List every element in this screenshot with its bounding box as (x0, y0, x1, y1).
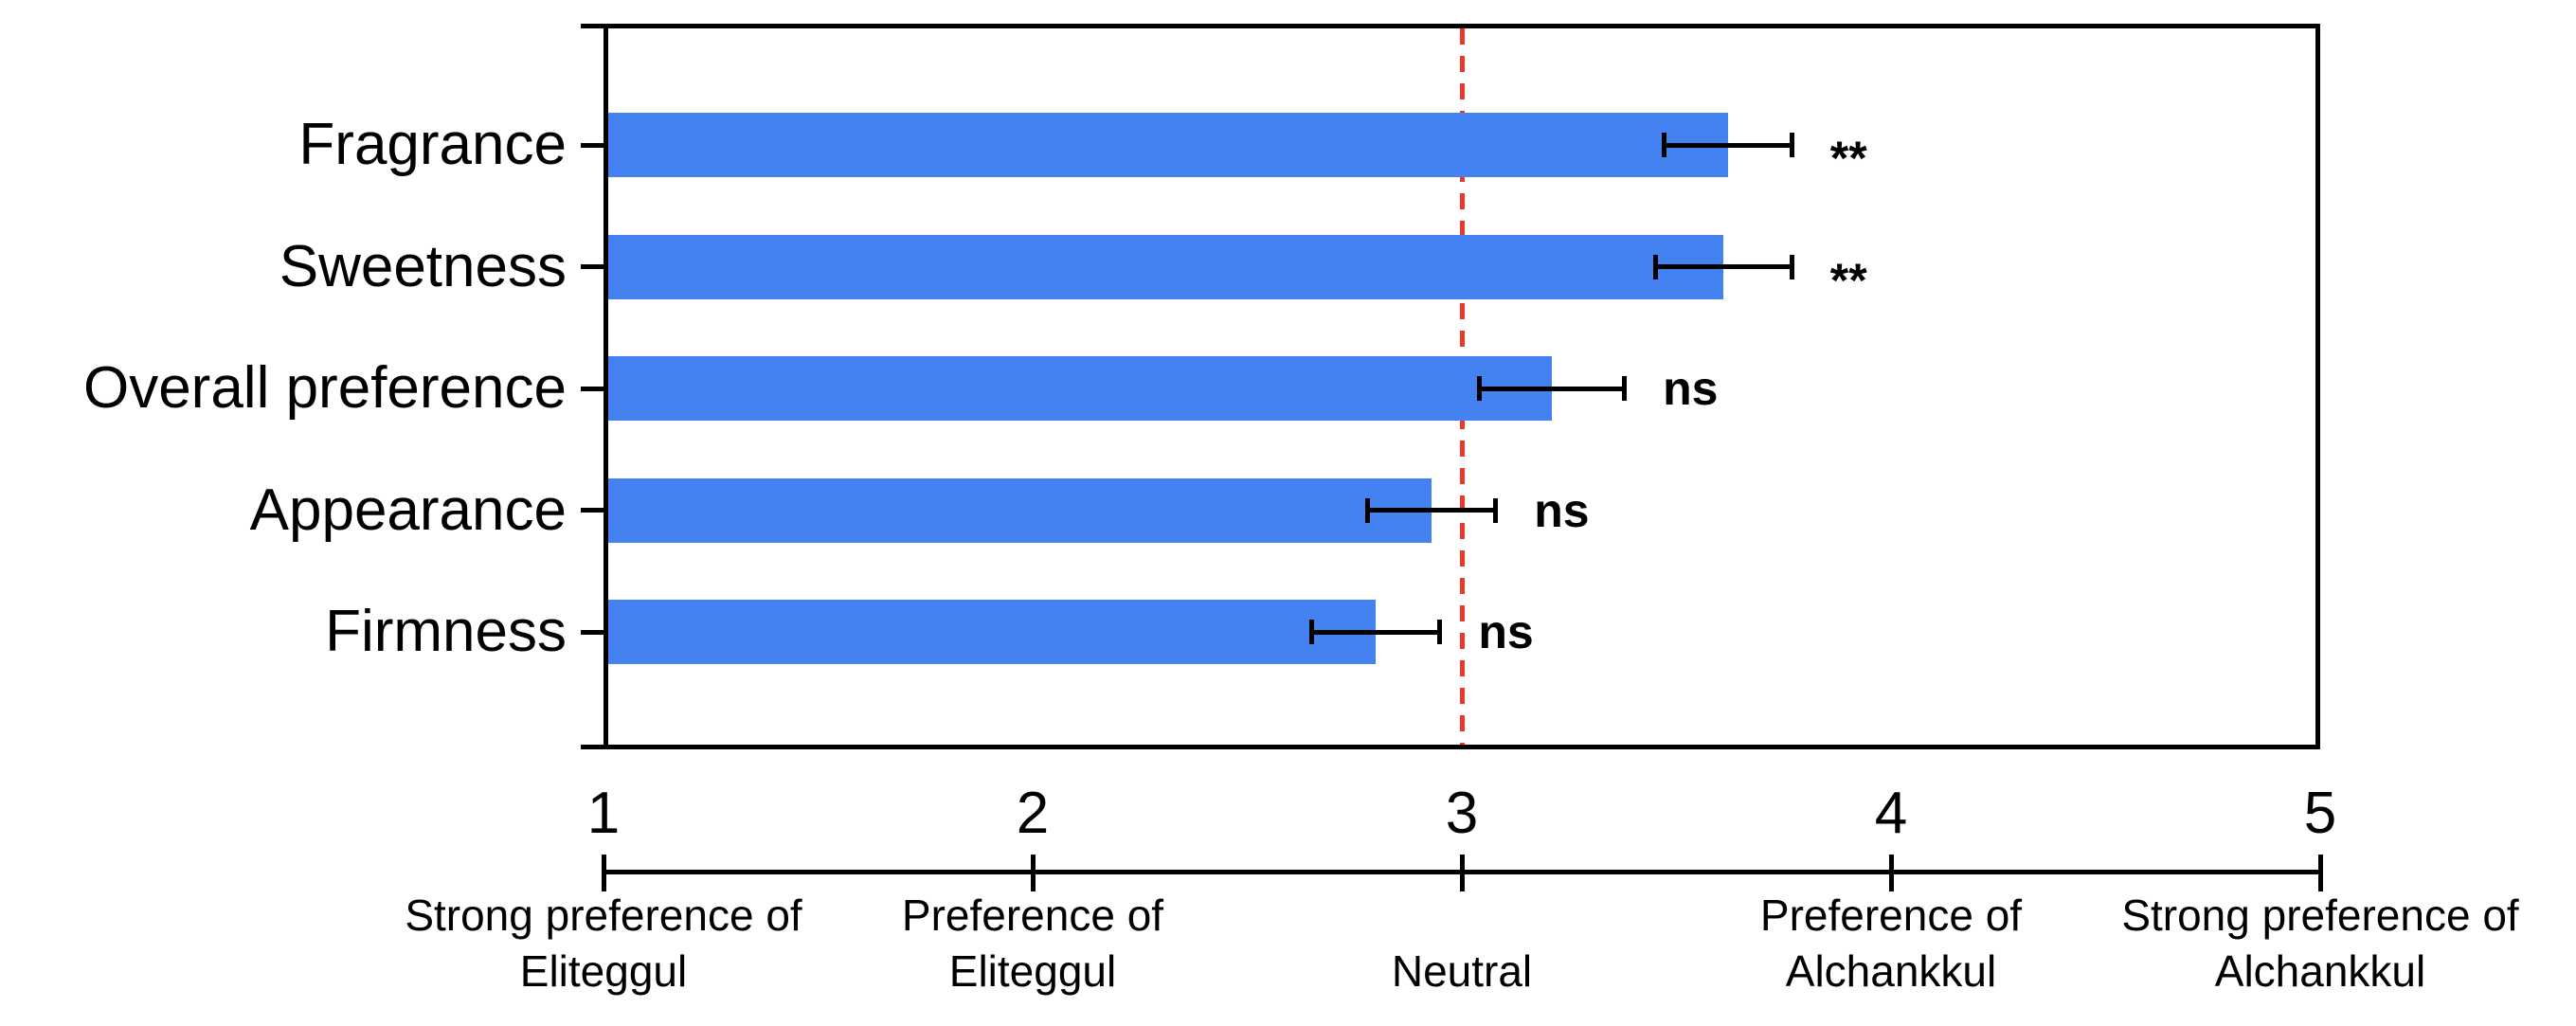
y-axis-tick (581, 142, 605, 148)
y-axis-tick (581, 508, 605, 513)
significance-label: ** (1829, 253, 1867, 307)
x-axis-description-line2: Eliteggul (519, 946, 688, 996)
bar (608, 600, 1377, 664)
error-bar-cap (1365, 497, 1371, 523)
bar (608, 356, 1553, 421)
x-axis-description-line2: Alchankkul (2214, 946, 2426, 996)
x-axis-description: Preference of Alchankkul (1569, 888, 2213, 999)
significance-label: ns (1478, 605, 1534, 658)
error-bar (1654, 264, 1792, 269)
x-axis-description-line2: Alchankkul (1785, 946, 1997, 996)
significance-label: ns (1534, 483, 1590, 537)
preference-scale-tick (1030, 855, 1036, 891)
error-bar-cap (1789, 254, 1794, 279)
x-axis-tick-label: 2 (1016, 781, 1050, 846)
x-axis-tick-label: 5 (2303, 781, 2337, 846)
bar (608, 113, 1728, 177)
significance-label: ns (1663, 362, 1719, 415)
y-axis-tick (581, 386, 605, 391)
category-label: Appearance (249, 477, 567, 543)
preference-scale-tick (1459, 855, 1465, 891)
x-axis-description-line1: Preference of (901, 891, 1164, 940)
y-axis-edge-tick (581, 24, 605, 28)
plot-area (603, 24, 2320, 749)
significance-label: ** (1829, 132, 1867, 185)
error-bar (1367, 508, 1497, 513)
preference-scale-tick (2317, 855, 2323, 891)
x-axis-description-line1: Preference of (1759, 891, 2023, 940)
category-label: Sweetness (279, 233, 567, 299)
x-axis-description: Preference of Eliteggul (711, 888, 1355, 999)
x-axis-tick-label: 4 (1874, 781, 1908, 846)
x-axis-tick-label: 1 (586, 781, 621, 846)
error-bar-cap (1652, 254, 1658, 279)
error-bar (1479, 386, 1626, 391)
error-bar-cap (1437, 620, 1443, 644)
preference-scale-tick (1888, 855, 1894, 891)
error-bar (1311, 629, 1441, 635)
error-bar-cap (1309, 620, 1315, 644)
x-axis-description-line1: Strong preference of (405, 891, 802, 940)
x-axis-tick-label: 3 (1445, 781, 1479, 846)
error-bar-cap (1493, 497, 1499, 523)
error-bar-cap (1622, 376, 1628, 401)
x-axis-description: Strong preference of Eliteggul (281, 888, 926, 999)
x-axis-description: Strong preference of Alchankkul (1998, 888, 2576, 999)
x-axis-description: Neutral (1140, 888, 1784, 999)
bar (608, 477, 1432, 543)
error-bar-cap (1789, 133, 1794, 157)
y-axis-tick (581, 264, 605, 269)
x-axis-description-line1: Strong preference of (2121, 891, 2519, 940)
x-axis-description-line2: Neutral (1391, 946, 1533, 996)
y-axis-tick (581, 629, 605, 635)
category-label: Overall preference (82, 355, 567, 421)
y-axis-edge-tick (581, 745, 605, 749)
error-bar-cap (1477, 376, 1483, 401)
x-axis-description-line2: Eliteggul (948, 946, 1117, 996)
error-bar-cap (1661, 133, 1666, 157)
error-bar (1663, 142, 1792, 148)
category-label: Firmness (325, 599, 567, 664)
bar (608, 234, 1724, 299)
category-label: Fragrance (298, 112, 567, 177)
preference-scale-tick (601, 855, 606, 891)
